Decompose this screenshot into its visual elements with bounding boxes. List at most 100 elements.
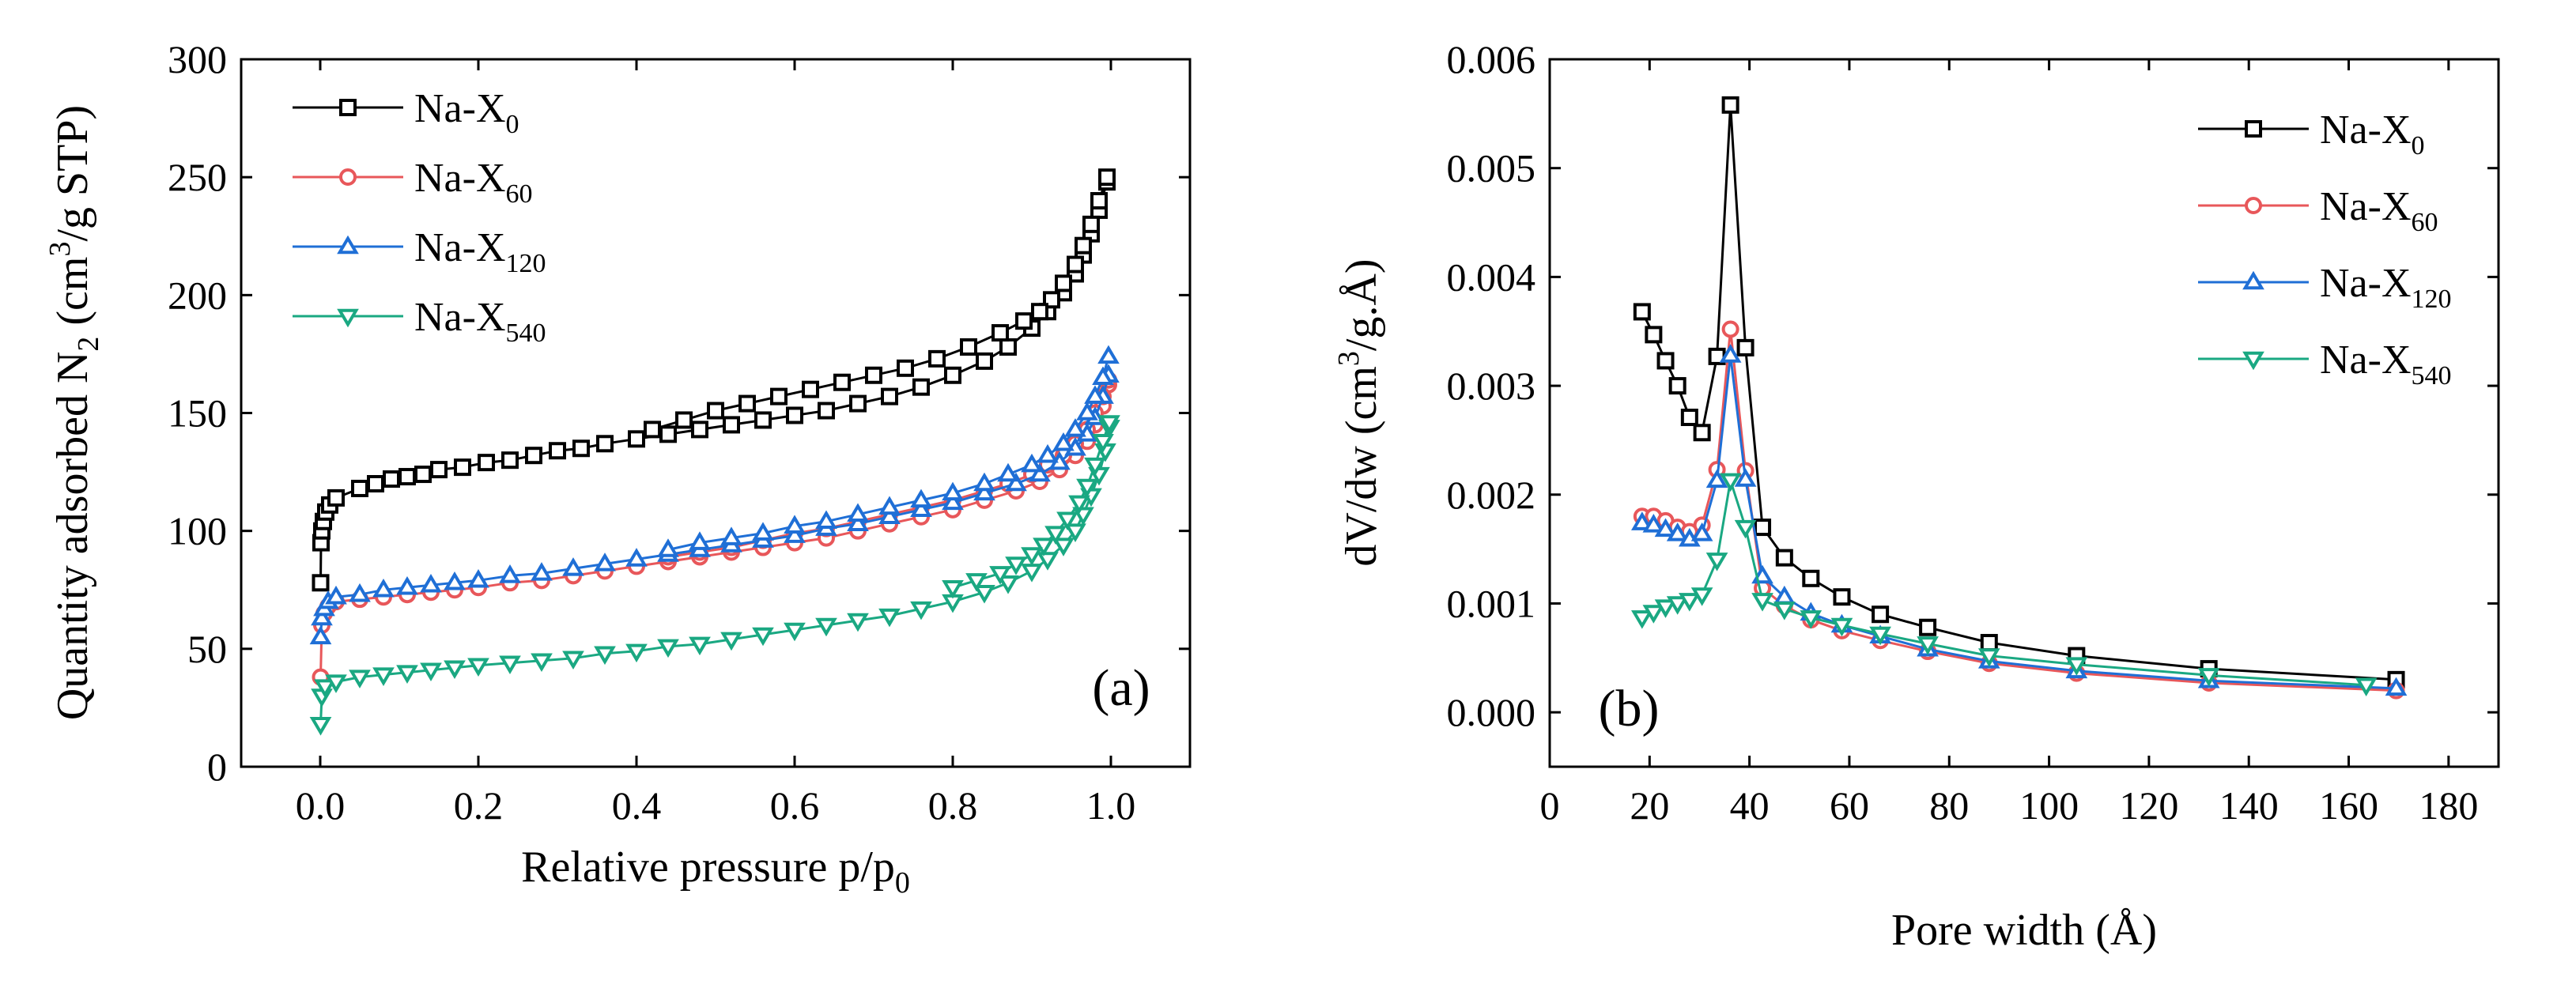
data-point: [396, 665, 418, 684]
series-na-x-0: [1633, 96, 2405, 688]
data-point: [1800, 610, 1822, 629]
data-point: [625, 643, 648, 663]
series-na-x-540: [1630, 473, 2378, 697]
x-tick-label: 140: [2219, 783, 2279, 828]
y-tick-label: 0: [207, 745, 227, 789]
data-point: [1064, 418, 1086, 437]
data-point: [1052, 432, 1075, 451]
data-point: [1775, 549, 1793, 567]
panel-a-isotherm-chart: 0.0 0.2 0.4 0.6 0.8 1.0 0 50 100 150 200 250 300 Na-X…: [43, 37, 1192, 900]
legend-entry: Na-X540: [293, 295, 546, 348]
data-point: [1092, 366, 1114, 385]
data-point: [1037, 552, 1059, 571]
data-point: [572, 439, 590, 458]
data-point: [1654, 599, 1677, 618]
data-point: [1690, 587, 1713, 606]
data-point: [1033, 537, 1055, 556]
data-point: [1097, 345, 1120, 364]
data-point: [1751, 593, 1773, 612]
panel-label: (a): [1092, 659, 1150, 717]
data-point: [976, 352, 993, 370]
data-point: [897, 359, 914, 377]
data-point: [1678, 593, 1701, 612]
data-point: [1773, 602, 1796, 620]
y-tick-label: 200: [168, 273, 227, 317]
data-point: [960, 338, 977, 356]
data-point: [562, 557, 584, 576]
data-point: [444, 660, 466, 679]
data-point: [1630, 610, 1653, 629]
data-point: [833, 373, 851, 391]
data-point: [478, 454, 495, 472]
data-point: [501, 451, 519, 470]
data-point: [1919, 618, 1937, 636]
data-point: [689, 636, 711, 656]
data-point: [414, 466, 432, 484]
adsorption-line: [319, 384, 1110, 677]
data-point: [1633, 303, 1651, 321]
data-point: [754, 411, 772, 429]
x-axis-title: Relative pressure p/p0: [521, 843, 910, 900]
data-point: [1666, 596, 1689, 615]
legend-entry: Na-X120: [293, 225, 546, 278]
data-point: [786, 406, 803, 424]
data-point: [942, 491, 964, 511]
data-point: [309, 625, 332, 645]
data-point: [815, 617, 837, 637]
data-point: [594, 553, 616, 571]
data-point: [1021, 547, 1043, 566]
data-point: [1021, 564, 1043, 583]
series-na-x-60: [312, 371, 1117, 686]
data-point: [878, 608, 901, 628]
y-tick-label: 150: [168, 391, 227, 436]
legend-marker: [339, 99, 357, 116]
legend-marker: [2242, 351, 2264, 371]
data-point: [847, 613, 869, 632]
data-point: [1084, 385, 1106, 404]
data-point: [784, 515, 806, 534]
data-point: [752, 522, 774, 541]
data-point: [802, 380, 819, 398]
data-point: [1642, 514, 1665, 533]
data-point: [997, 462, 1019, 482]
legend-marker: [337, 308, 359, 328]
data-point: [910, 498, 932, 518]
x-tick-label: 1.0: [1086, 783, 1136, 828]
data-point: [1068, 495, 1090, 515]
data-point: [1654, 518, 1677, 537]
data-point: [720, 632, 742, 651]
data-point: [531, 653, 553, 673]
data-point: [1064, 523, 1086, 542]
data-point: [1734, 468, 1757, 487]
data-point: [944, 366, 961, 384]
data-point: [989, 566, 1011, 585]
legend-label: Na-X120: [2320, 261, 2452, 314]
data-point: [1029, 462, 1051, 482]
data-point: [1719, 344, 1742, 363]
data-point: [1098, 415, 1120, 434]
panel-b-pore-size-chart: 0 20 40 60 80 100 120 140 160 180 0.000 0.001 0.002 0…: [1332, 37, 2500, 955]
data-point: [596, 435, 614, 453]
data-point: [1015, 312, 1033, 330]
series-na-x-120: [309, 345, 1120, 645]
legend-label: Na-X540: [2320, 338, 2452, 390]
data-point: [1872, 605, 1890, 624]
data-point: [1031, 303, 1048, 321]
data-point: [454, 458, 471, 477]
data-point: [1802, 569, 1820, 587]
data-point: [1666, 522, 1689, 541]
data-point: [444, 571, 466, 590]
data-point: [1055, 274, 1072, 292]
data-point: [849, 394, 867, 413]
x-tick-label: 80: [1929, 783, 1969, 828]
data-point: [1084, 457, 1106, 477]
data-point: [991, 324, 1009, 342]
legend-label: Na-X0: [2320, 107, 2425, 160]
data-point: [1645, 326, 1663, 344]
x-tick-label: 100: [2019, 783, 2079, 828]
data-point: [467, 658, 489, 677]
data-point: [1092, 434, 1114, 453]
data-point: [549, 442, 566, 460]
data-point: [1052, 537, 1075, 556]
legend-marker: [337, 235, 359, 255]
